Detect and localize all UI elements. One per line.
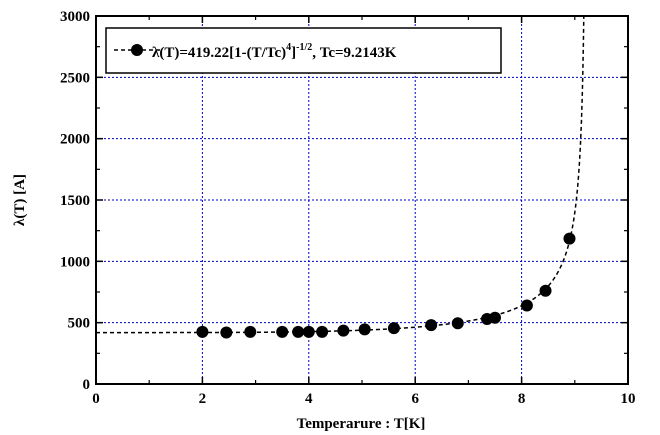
data-point	[276, 325, 289, 338]
data-point	[302, 325, 315, 338]
ticks	[95, 15, 629, 385]
x-axis-title: Temperarure : T[K]	[297, 416, 426, 432]
fit-curve-layer	[96, 15, 585, 334]
data-point	[220, 326, 233, 339]
legend-label-tail: , Tc=9.2143K	[312, 45, 397, 61]
y-tick-label: 2000	[60, 132, 90, 148]
y-tick-label: 500	[68, 316, 91, 332]
legend-marker	[131, 44, 143, 56]
legend-box	[105, 27, 502, 74]
data-point	[244, 325, 257, 338]
y-tick-label: 3000	[60, 9, 90, 25]
x-tick-label: 2	[199, 391, 207, 407]
data-point	[196, 325, 209, 338]
legend-label-mid: ]	[291, 45, 296, 61]
legend-label-main: λ(T)=419.22[1-(T/Tc)	[152, 45, 286, 61]
legend-label-sup-exp: -1/2	[296, 42, 312, 53]
data-point	[539, 284, 552, 297]
x-tick-labels: 0 2 4 6 8 10	[92, 391, 635, 407]
data-point	[387, 322, 400, 335]
x-tick-label: 0	[92, 391, 100, 407]
x-tick-label: 6	[411, 391, 419, 407]
x-tick-label: 8	[518, 391, 526, 407]
data-points	[196, 232, 576, 339]
y-tick-label: 2500	[60, 70, 90, 86]
legend: λ(T)=419.22[1-(T/Tc)4]-1/2, Tc=9.2143K	[105, 27, 502, 74]
data-point	[316, 325, 329, 338]
grid	[96, 16, 628, 384]
y-axis-title: λ(T) [A]	[12, 174, 28, 226]
legend-label-sup-4: 4	[286, 42, 291, 53]
y-tick-label: 1000	[60, 254, 90, 270]
data-point	[358, 323, 371, 336]
x-tick-label: 10	[621, 391, 636, 407]
x-tick-label: 4	[305, 391, 313, 407]
y-tick-label: 1500	[60, 193, 90, 209]
fit-curve	[96, 15, 585, 334]
data-point	[520, 299, 533, 312]
data-point	[563, 232, 576, 245]
data-point	[292, 325, 305, 338]
y-tick-labels: 0 500 1000 1500 2000 2500 3000	[60, 9, 90, 393]
data-point	[337, 324, 350, 337]
data-point	[489, 311, 501, 324]
data-point	[451, 317, 464, 330]
data-point	[425, 319, 438, 332]
legend-label: λ(T)=419.22[1-(T/Tc)4]-1/2, Tc=9.2143K	[152, 42, 397, 61]
y-tick-label: 0	[83, 377, 91, 393]
